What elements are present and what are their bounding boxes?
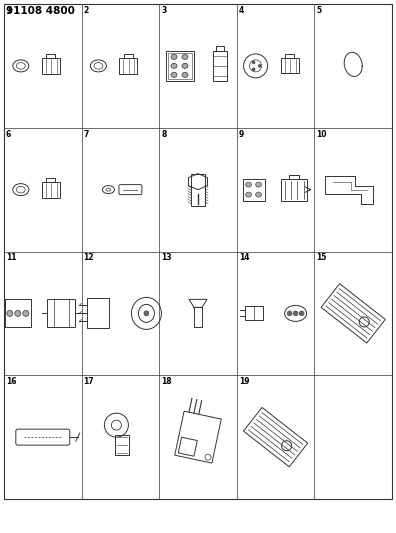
Bar <box>285 54 294 59</box>
Bar <box>243 179 265 200</box>
Bar <box>42 58 60 74</box>
Text: 19: 19 <box>239 377 249 386</box>
Bar <box>115 435 129 455</box>
Bar <box>191 174 205 206</box>
Ellipse shape <box>171 54 177 59</box>
Ellipse shape <box>182 54 188 59</box>
Bar <box>289 175 299 179</box>
Bar <box>5 300 31 327</box>
Text: 7: 7 <box>84 130 89 139</box>
Bar <box>47 300 75 327</box>
Bar <box>46 177 55 182</box>
Text: 13: 13 <box>161 254 172 262</box>
Text: 1: 1 <box>6 6 11 15</box>
Text: 12: 12 <box>84 254 94 262</box>
Bar <box>166 51 194 81</box>
Bar <box>281 59 299 74</box>
Bar <box>321 284 385 343</box>
Text: 14: 14 <box>239 254 249 262</box>
Ellipse shape <box>255 182 262 187</box>
Text: 6: 6 <box>6 130 11 139</box>
Ellipse shape <box>255 192 262 197</box>
Text: 3: 3 <box>161 6 166 15</box>
Text: 2: 2 <box>84 6 89 15</box>
Ellipse shape <box>15 310 21 317</box>
Ellipse shape <box>171 72 177 77</box>
Ellipse shape <box>23 310 29 317</box>
Ellipse shape <box>144 311 149 316</box>
Text: 16: 16 <box>6 377 17 386</box>
Bar <box>216 46 224 51</box>
Text: 17: 17 <box>84 377 94 386</box>
Bar <box>46 54 55 58</box>
Circle shape <box>258 64 261 67</box>
Ellipse shape <box>246 182 251 187</box>
Bar <box>42 182 60 198</box>
Circle shape <box>252 68 255 71</box>
Text: 18: 18 <box>161 377 172 386</box>
Bar <box>245 306 263 320</box>
Ellipse shape <box>7 310 13 317</box>
Text: 15: 15 <box>316 254 327 262</box>
Bar <box>124 54 133 58</box>
Circle shape <box>287 311 292 316</box>
Bar <box>120 58 137 74</box>
Bar <box>244 407 308 467</box>
Bar <box>213 51 227 81</box>
Ellipse shape <box>182 72 188 77</box>
Bar <box>88 298 109 328</box>
Circle shape <box>252 61 255 64</box>
Text: 11: 11 <box>6 254 17 262</box>
Text: 10: 10 <box>316 130 327 139</box>
Text: 4: 4 <box>239 6 244 15</box>
Text: 5: 5 <box>316 6 322 15</box>
Text: 8: 8 <box>161 130 167 139</box>
Bar <box>175 411 221 463</box>
Text: 9: 9 <box>239 130 244 139</box>
Text: 91108 4800: 91108 4800 <box>6 6 75 16</box>
Bar <box>194 308 202 327</box>
Circle shape <box>293 311 298 316</box>
Circle shape <box>299 311 304 316</box>
Ellipse shape <box>182 63 188 68</box>
Bar <box>168 53 192 79</box>
Ellipse shape <box>246 192 251 197</box>
Ellipse shape <box>171 63 177 68</box>
Bar <box>281 179 307 200</box>
Bar <box>178 437 197 456</box>
